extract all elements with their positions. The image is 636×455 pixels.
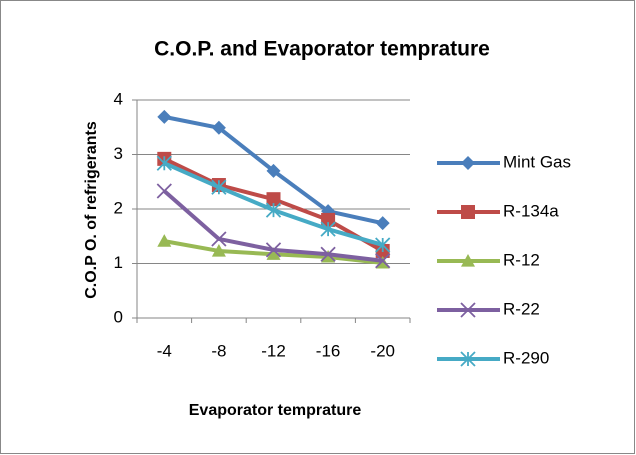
- y-tick-label: 4: [114, 89, 123, 108]
- data-point: [265, 202, 282, 218]
- legend-marker: [460, 302, 476, 318]
- x-tick-label: -8: [211, 341, 226, 360]
- data-point: [266, 163, 281, 178]
- data-point: [375, 237, 391, 253]
- data-point: [211, 179, 227, 195]
- x-tick-label: -16: [316, 341, 341, 360]
- legend-marker: [460, 351, 476, 367]
- data-point: [211, 243, 226, 257]
- data-point: [375, 216, 390, 231]
- legend-marker: [461, 205, 475, 219]
- data-point: [320, 221, 336, 237]
- legend-marker: [461, 156, 475, 170]
- x-tick-label: -20: [370, 341, 395, 360]
- data-point: [265, 242, 282, 258]
- data-point: [156, 183, 172, 199]
- data-point: [320, 246, 336, 262]
- data-point: [156, 155, 172, 171]
- y-axis-label: C.O.P O. of refrigerants: [83, 121, 100, 299]
- data-point: [157, 109, 172, 124]
- y-tick-label: 0: [114, 307, 123, 326]
- x-axis-label: Evaporator temprature: [189, 402, 362, 419]
- y-tick-label: 2: [114, 198, 123, 217]
- x-tick-label: -12: [261, 341, 286, 360]
- data-point: [375, 253, 391, 269]
- y-tick-label: 1: [114, 253, 123, 272]
- data-point: [321, 249, 336, 263]
- y-tick-label: 3: [114, 144, 123, 163]
- legend-label: R-22: [503, 299, 540, 318]
- data-point: [266, 192, 281, 207]
- legend-label: Mint Gas: [503, 152, 571, 171]
- x-tick-label: -4: [157, 341, 172, 360]
- data-point: [321, 212, 336, 227]
- legend-label: R-12: [503, 250, 540, 269]
- legend-label: R-290: [503, 348, 549, 367]
- chart-title: C.O.P. and Evaporator temprature: [154, 38, 490, 61]
- data-point: [211, 120, 226, 135]
- legend-marker: [461, 254, 475, 267]
- legend-label: R-134a: [503, 201, 559, 220]
- data-point: [211, 231, 227, 247]
- data-point: [266, 247, 281, 260]
- data-point: [157, 234, 172, 247]
